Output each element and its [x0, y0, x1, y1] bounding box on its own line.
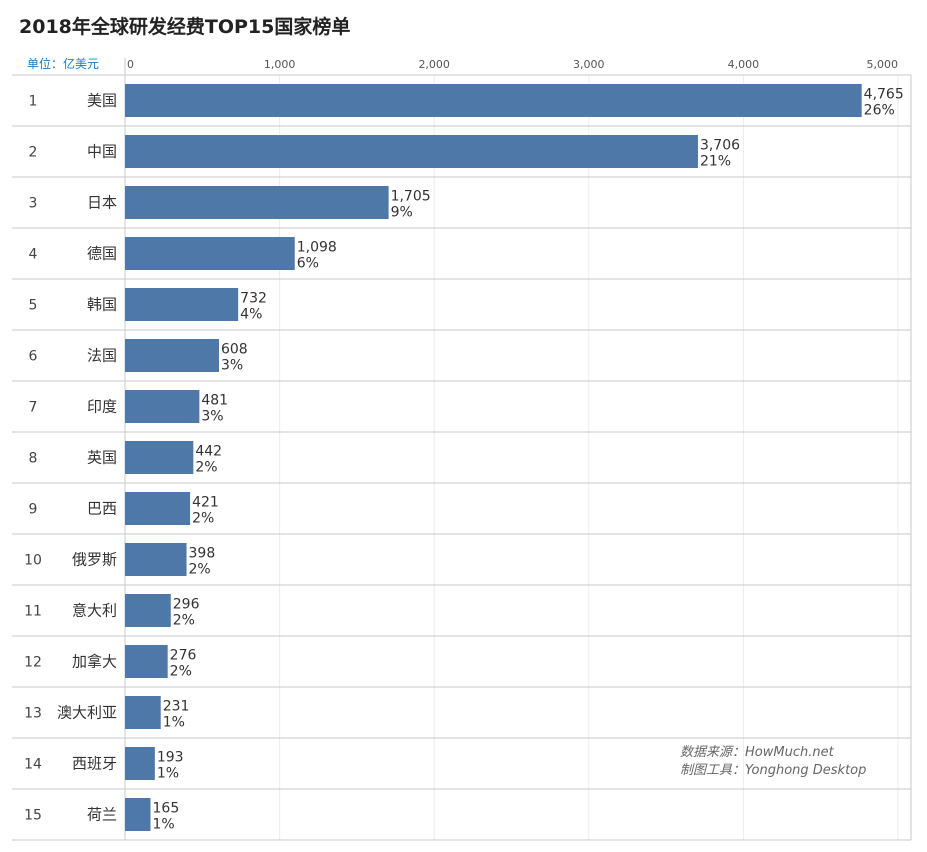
rank-label: 4	[29, 247, 38, 263]
percent-label: 9%	[391, 205, 413, 221]
tool-line: 制图工具：Yonghong Desktop	[680, 763, 867, 778]
source-line: 数据来源：HowMuch.net	[680, 745, 834, 760]
source-note: 数据来源：HowMuch.net 制图工具：Yonghong Desktop	[680, 744, 866, 780]
country-label: 德国	[87, 245, 117, 263]
bar	[125, 339, 219, 372]
rank-label: 7	[29, 400, 38, 416]
country-label: 日本	[87, 194, 117, 212]
percent-label: 2%	[192, 511, 214, 527]
rank-label: 15	[24, 808, 42, 824]
value-label: 276	[170, 648, 197, 664]
bar	[125, 747, 155, 780]
unit-label: 单位：亿美元	[27, 57, 100, 71]
bar	[125, 237, 295, 270]
percent-label: 6%	[297, 256, 319, 272]
value-label: 481	[201, 393, 228, 409]
country-label: 中国	[87, 143, 117, 161]
country-label: 英国	[87, 449, 117, 467]
rank-label: 1	[29, 94, 38, 110]
row-labels: 1 美国 2 中国 3 日本 4 德国 5 韩国 6 法国 7 印度 8 英国 9 巴西 10 俄罗斯 11 意大利 12 加…	[24, 92, 117, 824]
bar	[125, 84, 862, 117]
value-label: 608	[221, 342, 248, 358]
rank-label: 8	[29, 451, 38, 467]
tick-label: 5,000	[867, 58, 899, 71]
percent-label: 1%	[153, 817, 175, 833]
percent-label: 26%	[864, 103, 895, 119]
percent-label: 1%	[163, 715, 185, 731]
value-label: 296	[173, 597, 200, 613]
percent-label: 2%	[170, 664, 192, 680]
bar	[125, 288, 239, 321]
country-label: 印度	[87, 398, 117, 416]
country-label: 荷兰	[87, 806, 117, 824]
percent-label: 3%	[221, 358, 243, 374]
value-label: 165	[153, 801, 180, 817]
axis-tick-labels: 0 1,000 2,000 3,000 4,000 5,000	[127, 58, 898, 71]
value-label: 4,765	[864, 87, 904, 103]
country-label: 西班牙	[72, 755, 117, 773]
value-label: 398	[189, 546, 216, 562]
rank-label: 11	[24, 604, 42, 620]
grid-layer	[279, 75, 899, 840]
rank-label: 14	[24, 757, 42, 773]
rank-label: 13	[24, 706, 42, 722]
value-label: 1,705	[391, 189, 431, 205]
tick-label: 2,000	[418, 58, 450, 71]
tick-label: 4,000	[728, 58, 760, 71]
rank-label: 6	[29, 349, 38, 365]
bar	[125, 798, 151, 831]
country-label: 意大利	[72, 602, 117, 620]
tick-label: 0	[127, 58, 134, 71]
bar	[125, 186, 389, 219]
value-label: 3,706	[700, 138, 740, 154]
tick-label: 3,000	[573, 58, 605, 71]
bars	[125, 84, 862, 831]
percent-label: 2%	[195, 460, 217, 476]
value-label: 231	[163, 699, 190, 715]
percent-label: 2%	[173, 613, 195, 629]
percent-label: 4%	[240, 307, 262, 323]
country-label: 韩国	[87, 296, 117, 314]
rank-label: 12	[24, 655, 42, 671]
rank-label: 10	[24, 553, 42, 569]
bar	[125, 492, 191, 525]
bar	[125, 441, 194, 474]
bar	[125, 543, 187, 576]
tick-label: 1,000	[264, 58, 296, 71]
bar	[125, 696, 161, 729]
country-label: 美国	[87, 92, 117, 110]
chart-title: 2018年全球研发经费TOP15国家榜单	[19, 16, 351, 38]
rank-label: 5	[29, 298, 38, 314]
value-label: 442	[195, 444, 222, 460]
bar	[125, 645, 168, 678]
country-label: 加拿大	[72, 653, 117, 671]
country-label: 法国	[87, 347, 117, 365]
country-label: 澳大利亚	[57, 704, 117, 722]
rank-label: 2	[29, 145, 38, 161]
value-label: 193	[157, 750, 184, 766]
percent-label: 2%	[189, 562, 211, 578]
value-label: 421	[192, 495, 219, 511]
percent-label: 3%	[201, 409, 223, 425]
rank-label: 9	[29, 502, 38, 518]
country-label: 巴西	[87, 500, 117, 518]
percent-label: 21%	[700, 154, 731, 170]
percent-label: 1%	[157, 766, 179, 782]
bar	[125, 135, 698, 168]
rank-label: 3	[29, 196, 38, 212]
country-label: 俄罗斯	[72, 551, 117, 569]
bar	[125, 594, 171, 627]
data-labels: 4,76526%3,70621%1,7059%1,0986%7324%6083%…	[153, 87, 904, 833]
bar	[125, 390, 200, 423]
value-label: 1,098	[297, 240, 337, 256]
value-label: 732	[240, 291, 267, 307]
